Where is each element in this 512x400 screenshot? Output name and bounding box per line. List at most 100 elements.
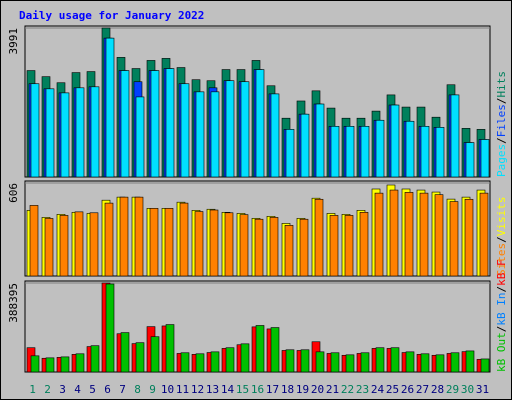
bar: [285, 129, 295, 178]
bar: [300, 349, 310, 373]
bar: [149, 208, 159, 277]
y-tick-label: 3991: [7, 28, 20, 55]
bar: [450, 94, 460, 178]
bar: [90, 86, 100, 178]
bar: [315, 351, 325, 373]
bar: [209, 209, 219, 277]
x-tick-label: 29: [446, 383, 459, 396]
bar: [240, 81, 250, 178]
bar: [180, 352, 190, 373]
x-tick-label: 6: [104, 383, 111, 396]
bar: [105, 37, 115, 178]
x-tick-label: 15: [236, 383, 249, 396]
bar: [180, 83, 190, 178]
legend-entry: Sites: [495, 243, 508, 276]
bar: [45, 357, 55, 373]
bar: [270, 327, 280, 373]
bar: [29, 205, 39, 277]
bar: [449, 201, 459, 277]
y-tick-label: 606: [7, 183, 20, 203]
bar: [195, 91, 205, 178]
bar: [390, 104, 400, 178]
legend-entry: Visits: [495, 197, 508, 237]
bar: [135, 342, 145, 373]
bar: [105, 283, 115, 373]
bar: [374, 192, 384, 277]
x-tick-label: 7: [119, 383, 126, 396]
bar: [194, 211, 204, 277]
legend: Sites/Visits: [495, 197, 508, 277]
bar: [225, 347, 235, 373]
x-tick-label: 28: [431, 383, 444, 396]
x-tick-label: 20: [311, 383, 324, 396]
x-tick-label: 12: [191, 383, 204, 396]
legend-separator: /: [495, 236, 508, 243]
x-tick-label: 26: [401, 383, 414, 396]
legend: Pages/Files/Hits: [495, 71, 508, 177]
legend-entry: Files: [495, 104, 508, 137]
x-tick-label: 18: [281, 383, 294, 396]
x-tick-label: 2: [44, 383, 51, 396]
x-tick-label: 31: [476, 383, 489, 396]
bar: [270, 93, 280, 178]
bar: [480, 358, 490, 373]
bar: [254, 218, 264, 277]
x-tick-label: 5: [89, 383, 96, 396]
x-tick-label: 30: [461, 383, 474, 396]
bar: [90, 345, 100, 373]
legend: kB Out/kB In/kB F: [495, 259, 508, 372]
bar: [30, 83, 40, 178]
x-tick-label: 27: [416, 383, 429, 396]
bar: [60, 92, 70, 178]
bar: [165, 68, 175, 178]
bar: [420, 126, 430, 178]
bar: [150, 336, 160, 373]
bar: [104, 202, 114, 277]
bar: [300, 113, 310, 178]
legend-entry: kB In: [495, 293, 508, 326]
y-tick-label: 388395: [7, 283, 20, 323]
x-tick-label: 1: [29, 383, 36, 396]
bar: [419, 192, 429, 277]
bar: [390, 347, 400, 373]
bar: [359, 212, 369, 277]
x-tick-label: 23: [356, 383, 369, 396]
bar: [345, 354, 355, 373]
bar: [405, 120, 415, 178]
bar: [405, 351, 415, 373]
bar: [285, 349, 295, 373]
bar: [120, 70, 130, 178]
bar: [329, 215, 339, 277]
bar: [375, 347, 385, 373]
bar: [210, 91, 220, 178]
x-tick-label: 13: [206, 383, 219, 396]
x-tick-label: 21: [326, 383, 339, 396]
legend-separator: /: [495, 286, 508, 293]
x-tick-label: 16: [251, 383, 264, 396]
bar: [480, 139, 490, 178]
bar: [119, 196, 129, 277]
bar: [299, 218, 309, 277]
chart-title: Daily usage for January 2022: [19, 9, 204, 22]
x-tick-label: 25: [386, 383, 399, 396]
bar: [45, 88, 55, 178]
bar: [30, 355, 40, 373]
x-tick-label: 24: [371, 383, 385, 396]
bar: [164, 208, 174, 277]
bar: [120, 332, 130, 373]
legend-separator: /: [495, 137, 508, 144]
bar: [224, 212, 234, 277]
x-tick-label: 9: [149, 383, 156, 396]
bar: [465, 142, 475, 178]
bar: [74, 211, 84, 277]
bar: [345, 126, 355, 178]
bar: [450, 352, 460, 373]
x-tick-label: 10: [161, 383, 174, 396]
bar: [225, 80, 235, 178]
bar: [60, 356, 70, 373]
bar: [389, 189, 399, 277]
bar: [239, 214, 249, 277]
x-tick-label: 4: [74, 383, 81, 396]
bar: [269, 217, 279, 277]
